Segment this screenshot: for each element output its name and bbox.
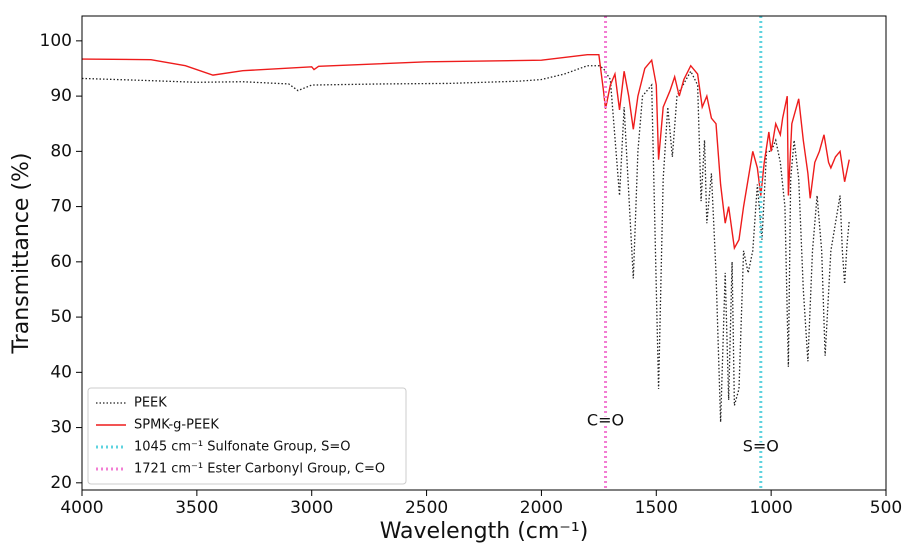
x-axis-label: Wavelength (cm⁻¹) [380,519,589,544]
plot-frame [81,15,887,491]
annotation: S=O [743,437,779,456]
x-tick-label: 3500 [175,498,218,518]
y-tick-label: 40 [50,362,72,382]
y-tick-label: 20 [50,473,72,493]
x-tick-label: 2500 [405,498,448,518]
x-tick-label: 3000 [290,498,333,518]
y-tick-label: 90 [50,86,72,106]
series-line [82,65,850,423]
x-tick-label: 2000 [520,498,563,518]
y-tick-label: 80 [50,141,72,161]
y-tick-label: 60 [50,252,72,272]
x-tick-label: 1500 [635,498,678,518]
legend-label: 1721 cm⁻¹ Ester Carbonyl Group, C=O [134,462,385,477]
y-tick-label: 50 [50,307,72,327]
legend-label: SPMK-g-PEEK [134,418,219,433]
legend-label: 1045 cm⁻¹ Sulfonate Group, S=O [134,440,351,455]
legend-box [87,387,407,485]
series-line [82,53,850,251]
y-tick-label: 30 [50,418,72,438]
y-tick-label: 70 [50,197,72,217]
x-tick-label: 4000 [60,498,103,518]
x-tick-label: 1000 [750,498,793,518]
y-axis-label: Transmittance (%) [9,152,34,354]
y-tick-label: 100 [40,31,72,51]
x-tick-label: 500 [870,498,902,518]
annotation: C=O [587,411,624,430]
legend-label: PEEK [134,396,167,411]
